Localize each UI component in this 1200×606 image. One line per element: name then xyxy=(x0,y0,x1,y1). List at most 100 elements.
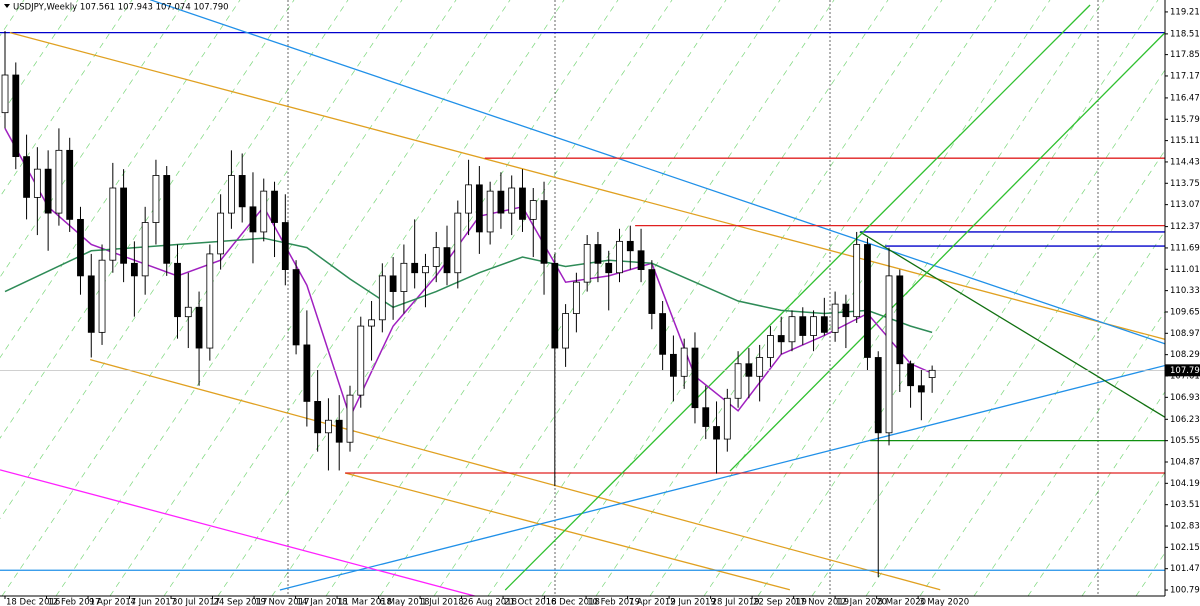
candle-body xyxy=(87,275,95,333)
candle-body xyxy=(1,74,9,114)
gann-line xyxy=(379,0,781,596)
candle-body xyxy=(562,313,570,349)
y-tick-label: 108.970 xyxy=(1170,329,1200,339)
x-tick-label: 19 Nov 2017 xyxy=(255,598,309,606)
candle-body xyxy=(540,200,548,264)
trend-line xyxy=(9,32,1165,341)
x-tick-label: 26 Aug 2018 xyxy=(463,598,517,606)
y-tick-label: 116.470 xyxy=(1170,93,1200,103)
candle-body xyxy=(917,385,925,393)
candle-body xyxy=(271,190,278,223)
gann-line xyxy=(649,0,1051,596)
trend-line xyxy=(504,4,1091,591)
y-tick-label: 112.370 xyxy=(1170,222,1200,232)
candle-body xyxy=(120,187,127,264)
candle-body xyxy=(648,269,656,314)
x-tick-label: 6 May 2018 xyxy=(380,598,430,606)
candle-body xyxy=(594,244,602,264)
trend-line xyxy=(90,359,941,591)
candle-body xyxy=(206,253,214,349)
y-tick-label: 119.210 xyxy=(1170,7,1200,17)
y-tick-label: 102.150 xyxy=(1170,543,1200,553)
candle-body xyxy=(465,184,472,214)
candle-body xyxy=(77,218,84,277)
candle-body xyxy=(723,397,731,440)
y-tick-label: 105.550 xyxy=(1170,436,1200,446)
gann-line xyxy=(541,0,943,596)
candle-body xyxy=(907,363,914,387)
candle-body xyxy=(432,247,440,267)
y-tick-label: 109.650 xyxy=(1170,307,1200,317)
candle-body xyxy=(702,407,710,427)
x-tick-label: 30 Jul 2017 xyxy=(172,598,220,606)
candle-body xyxy=(378,275,386,321)
candle-body xyxy=(519,187,526,220)
gann-line xyxy=(0,0,295,439)
y-tick-label: 108.290 xyxy=(1170,350,1200,360)
menu-arrow[interactable] xyxy=(4,4,10,8)
y-tick-label: 113.750 xyxy=(1170,179,1200,189)
y-tick-label: 110.330 xyxy=(1170,286,1200,296)
candle-body xyxy=(443,247,451,274)
candle-body xyxy=(281,222,289,270)
candle-body xyxy=(799,316,807,336)
candle-body xyxy=(583,244,591,283)
candle-body xyxy=(314,401,322,434)
candle-body xyxy=(616,240,623,274)
candle-body xyxy=(163,175,171,264)
candle-body xyxy=(810,316,817,336)
x-tick-label: 21 Oct 2018 xyxy=(504,598,557,606)
gann-line xyxy=(217,0,619,596)
x-tick-label: 24 Sep 2017 xyxy=(214,598,268,606)
gann-line xyxy=(0,0,133,198)
x-tick-label: 18 Dec 2016 xyxy=(6,598,60,606)
candle-body xyxy=(12,74,20,158)
candle-body xyxy=(44,168,52,214)
candle-body xyxy=(411,262,419,274)
candle-body xyxy=(55,149,63,214)
candle-body xyxy=(174,262,181,318)
x-tick-label: 12 Jan 2020 xyxy=(836,598,887,606)
candle-body xyxy=(680,347,688,377)
y-tick-label: 107.610 xyxy=(1170,371,1200,381)
candle-body xyxy=(842,303,850,318)
candle-body xyxy=(756,357,764,377)
candle-body xyxy=(788,316,796,343)
candle-body xyxy=(325,419,332,434)
y-tick-label: 113.070 xyxy=(1170,200,1200,210)
x-tick-label: 10 Feb 2019 xyxy=(587,598,640,606)
y-tick-label: 115.790 xyxy=(1170,115,1200,125)
y-tick-label: 106.230 xyxy=(1170,415,1200,425)
candle-body xyxy=(853,244,861,318)
trend-line xyxy=(279,364,1165,591)
candle-body xyxy=(422,266,429,274)
x-tick-label: 12 Feb 2017 xyxy=(48,598,101,606)
candle-body xyxy=(659,313,667,355)
candle-body xyxy=(249,206,257,233)
candle-body xyxy=(670,353,677,377)
x-tick-label: 9 Apr 2017 xyxy=(89,598,136,606)
gann-line xyxy=(0,0,241,359)
y-tick-label: 117.170 xyxy=(1170,71,1200,81)
candle-body xyxy=(217,212,225,255)
candle-body xyxy=(497,190,505,214)
gann-line xyxy=(0,0,187,278)
y-tick-label: 100.790 xyxy=(1170,586,1200,596)
x-tick-label: 14 Jan 2018 xyxy=(297,598,348,606)
y-tick-label: 103.510 xyxy=(1170,500,1200,510)
y-tick-label: 104.190 xyxy=(1170,479,1200,489)
gann-line xyxy=(595,0,997,596)
candle-body xyxy=(130,262,138,277)
gann-line xyxy=(811,69,1165,596)
candle-body xyxy=(734,363,742,399)
gann-line xyxy=(487,0,889,596)
candle-body xyxy=(238,175,246,208)
candle-body xyxy=(303,344,311,402)
candle-body xyxy=(228,175,235,214)
plot-area xyxy=(0,0,1165,596)
candle-body xyxy=(831,303,839,333)
trend-line xyxy=(0,469,478,596)
candle-body xyxy=(637,250,645,270)
